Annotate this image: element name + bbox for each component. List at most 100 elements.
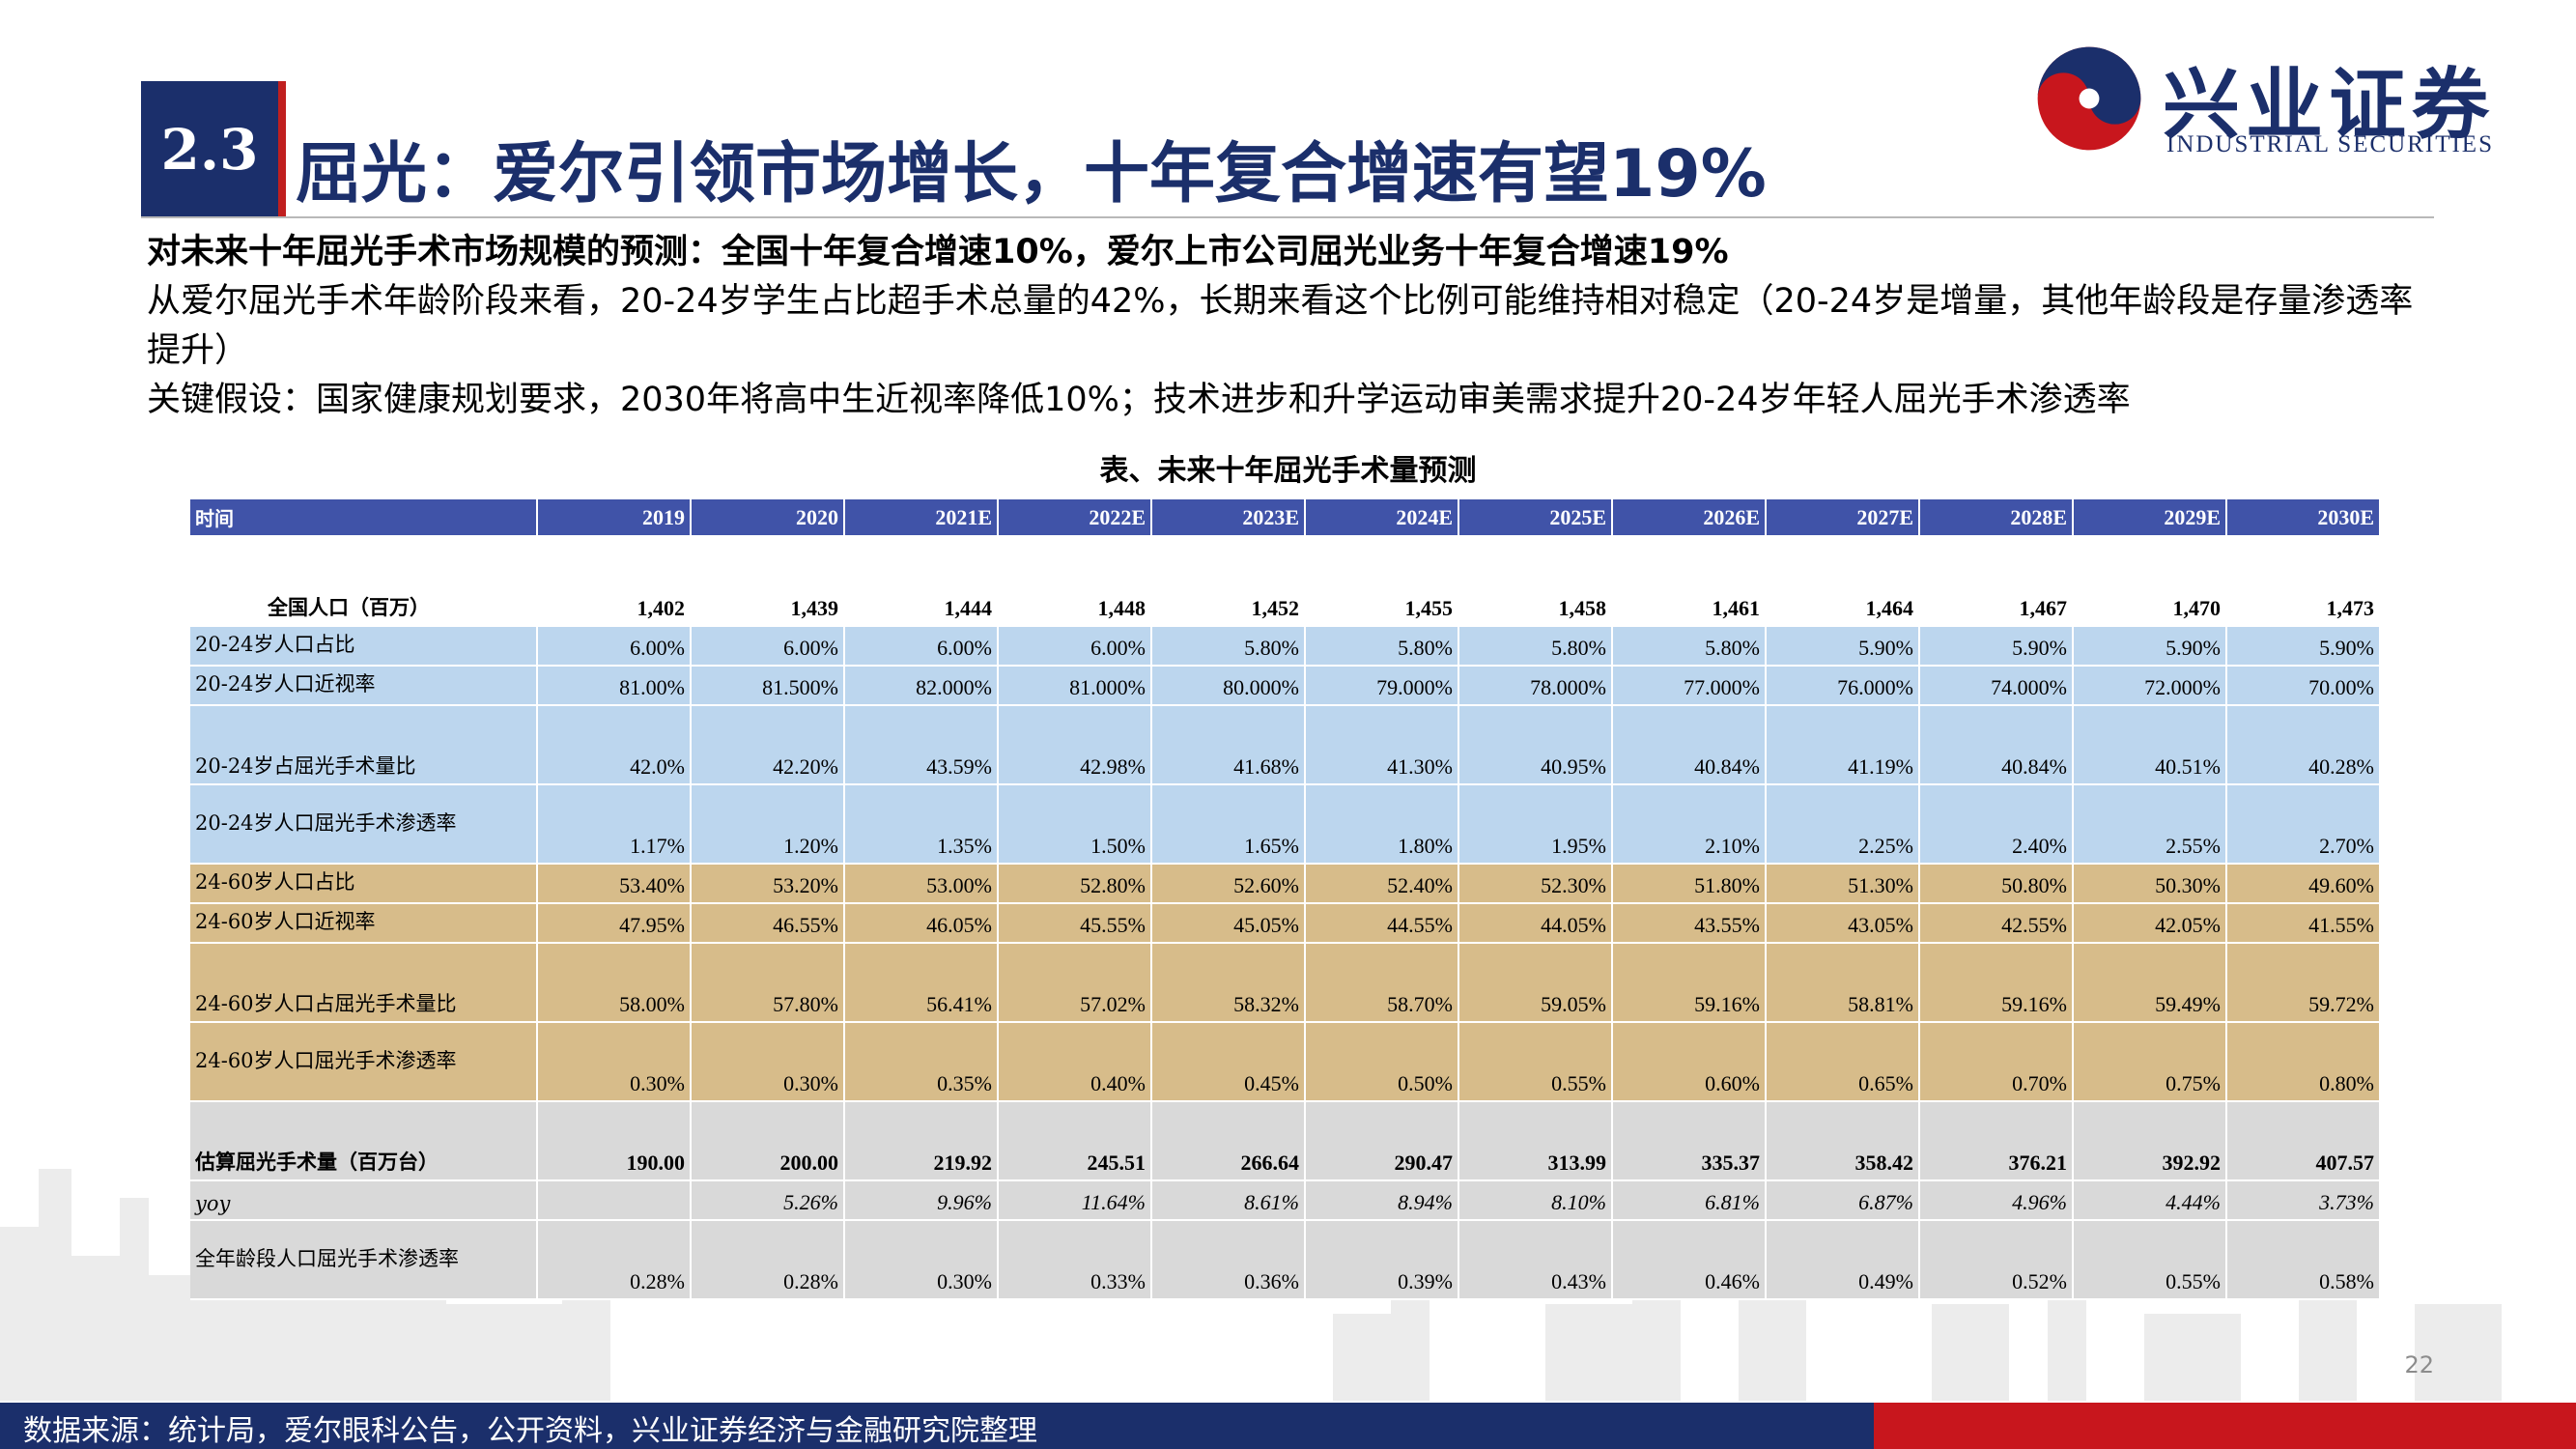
table-cell: 58.00% [538,944,692,1023]
table-cell: 42.20% [692,706,845,785]
table-row: 20-24岁人口屈光手术渗透率 1.17% 1.20% 1.35% 1.50% … [190,785,2383,865]
table-row: 20-24岁人口占比 6.00% 6.00% 6.00% 6.00% 5.80%… [190,627,2383,667]
table-cell: 8.61% [1152,1181,1306,1221]
header-year: 2028E [1920,499,2074,537]
table-cell: 44.05% [1459,904,1613,944]
table-cell: 5.80% [1306,627,1459,667]
table-cell: 42.05% [2074,904,2227,944]
table-cell: 335.37 [1613,1102,1767,1181]
header-year: 2030E [2227,499,2381,537]
table-cell: 2.70% [2227,785,2381,865]
header-year: 2020 [692,499,845,537]
table-cell: 43.55% [1613,904,1767,944]
header-year: 2027E [1767,499,1920,537]
table-cell: 219.92 [845,1102,999,1181]
table-cell: 58.32% [1152,944,1306,1023]
table-cell: 40.51% [2074,706,2227,785]
table-cell: 80.000% [1152,667,1306,706]
table-cell: 70.00% [2227,667,2381,706]
table-cell: 42.55% [1920,904,2074,944]
header-year: 2022E [999,499,1152,537]
table-cell: 1,470 [2074,537,2227,627]
table-cell: 1,448 [999,537,1152,627]
header-year: 2021E [845,499,999,537]
table-cell: 0.28% [538,1221,692,1300]
table-cell: 1,452 [1152,537,1306,627]
table-cell: 52.40% [1306,865,1459,904]
table-cell: 45.05% [1152,904,1306,944]
table-cell: 79.000% [1306,667,1459,706]
table-cell: 78.000% [1459,667,1613,706]
table-cell: 59.16% [1920,944,2074,1023]
table-cell: 74.000% [1920,667,2074,706]
table-cell: 59.16% [1613,944,1767,1023]
table-cell: 2.25% [1767,785,1920,865]
logo-name-en: INDUSTRIAL SECURITIES [2166,131,2494,157]
row-label: 20-24岁占屈光手术量比 [190,706,538,785]
table-cell: 200.00 [692,1102,845,1181]
table-cell: 59.72% [2227,944,2381,1023]
table-cell: 57.80% [692,944,845,1023]
header-year: 2026E [1613,499,1767,537]
table-cell: 44.55% [1306,904,1459,944]
table-cell: 49.60% [2227,865,2381,904]
table-cell: 0.40% [999,1023,1152,1102]
table-cell: 2.55% [2074,785,2227,865]
table-cell: 57.02% [999,944,1152,1023]
table-cell: 5.80% [1613,627,1767,667]
section-accent-bar [278,81,286,218]
table-cell: 190.00 [538,1102,692,1181]
table-cell: 77.000% [1613,667,1767,706]
table-cell: 40.28% [2227,706,2381,785]
table-row: 全国人口（百万） 1,402 1,439 1,444 1,448 1,452 1… [190,537,2383,627]
table-cell: 0.60% [1613,1023,1767,1102]
table-cell: 40.95% [1459,706,1613,785]
table-cell: 51.80% [1613,865,1767,904]
table-cell: 290.47 [1306,1102,1459,1181]
table-cell: 1.20% [692,785,845,865]
table-cell: 52.80% [999,865,1152,904]
table-cell: 40.84% [1920,706,2074,785]
table-cell: 5.80% [1459,627,1613,667]
table-cell: 41.68% [1152,706,1306,785]
table-cell: 1,402 [538,537,692,627]
row-label: 20-24岁人口屈光手术渗透率 [190,785,538,865]
table-cell: 53.40% [538,865,692,904]
table-cell: 5.90% [2074,627,2227,667]
table-cell: 8.94% [1306,1181,1459,1221]
table-cell: 407.57 [2227,1102,2381,1181]
table-row: 估算屈光手术量（百万台） 190.00 200.00 219.92 245.51… [190,1102,2383,1181]
table-cell: 53.20% [692,865,845,904]
table-row: 全年龄段人口屈光手术渗透率 0.28% 0.28% 0.30% 0.33% 0.… [190,1221,2383,1300]
table-cell: 81.000% [999,667,1152,706]
table-row: yoy 5.26% 9.96% 11.64% 8.61% 8.94% 8.10%… [190,1181,2383,1221]
table-cell: 5.80% [1152,627,1306,667]
header-year: 2019 [538,499,692,537]
intro-line-2: 关键假设：国家健康规划要求，2030年将高中生近视率降低10%；技术进步和升学运… [147,381,2131,419]
table-cell: 0.33% [999,1221,1152,1300]
table-cell: 1,444 [845,537,999,627]
table-cell: 6.81% [1613,1181,1767,1221]
table-cell: 1.35% [845,785,999,865]
table-cell: 1,464 [1767,537,1920,627]
table-cell: 358.42 [1767,1102,1920,1181]
table-cell: 0.36% [1152,1221,1306,1300]
table-cell: 46.55% [692,904,845,944]
table-cell: 5.26% [692,1181,845,1221]
table-cell: 56.41% [845,944,999,1023]
table-cell: 52.30% [1459,865,1613,904]
intro-text: 对未来十年屈光手术市场规模的预测：全国十年复合增速10%，爱尔上市公司屈光业务十… [147,228,2446,425]
table-cell: 50.80% [1920,865,2074,904]
table-cell: 0.70% [1920,1023,2074,1102]
table-cell: 2.10% [1613,785,1767,865]
header-year: 2024E [1306,499,1459,537]
table-cell: 6.00% [845,627,999,667]
table-cell: 40.84% [1613,706,1767,785]
table-cell: 1,467 [1920,537,2074,627]
row-label: 20-24岁人口占比 [190,627,538,667]
table-cell: 0.52% [1920,1221,2074,1300]
table-cell: 1.17% [538,785,692,865]
header-label: 时间 [190,499,538,537]
table-row: 24-60岁人口屈光手术渗透率 0.30% 0.30% 0.35% 0.40% … [190,1023,2383,1102]
row-label: 全年龄段人口屈光手术渗透率 [190,1221,538,1300]
